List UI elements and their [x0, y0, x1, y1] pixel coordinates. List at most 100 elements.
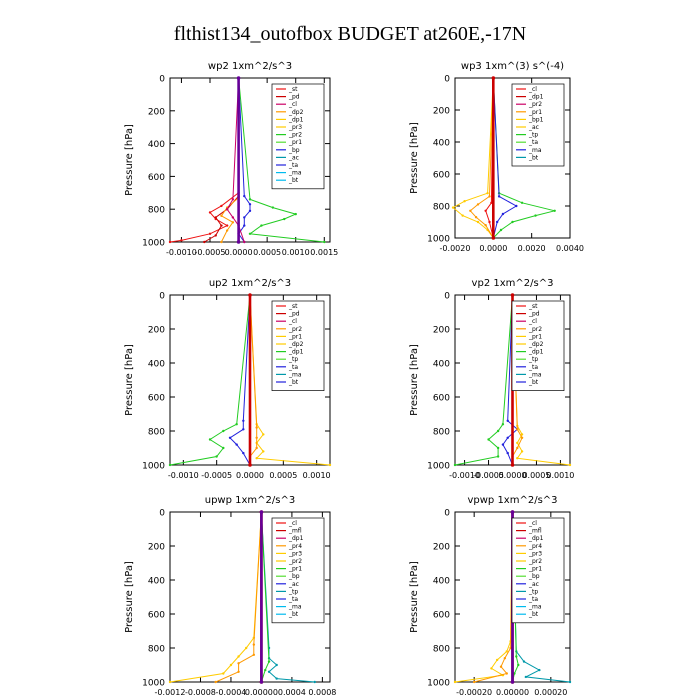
- legend-entry: _bt: [528, 379, 539, 386]
- legend-entry: _ma: [528, 371, 542, 378]
- data-point: [496, 455, 500, 458]
- legend-box: [271, 517, 325, 624]
- legend-entry: _bt: [528, 611, 539, 618]
- x-tick-label: -0.0010: [449, 471, 480, 480]
- x-tick-label: 0.0040: [556, 244, 584, 253]
- data-point: [248, 232, 252, 235]
- series-line: [169, 78, 240, 243]
- y-tick-label: 600: [433, 171, 450, 181]
- series-line: [492, 77, 555, 239]
- data-point: [499, 228, 503, 232]
- y-tick-label: 1000: [142, 462, 165, 472]
- legend-entry: _ma: [288, 170, 302, 177]
- panel-title: up2 1xm^2/s^3: [209, 278, 291, 289]
- y-tick-label: 0: [159, 509, 165, 519]
- data-point: [501, 443, 505, 446]
- legend-entry: _pr2: [288, 132, 302, 139]
- legend-entry: _ac: [528, 124, 539, 131]
- legend-entry: _pr1: [288, 139, 302, 146]
- data-point: [283, 217, 286, 221]
- data-point: [231, 198, 235, 201]
- x-tick-label: 0.0005: [522, 471, 550, 480]
- data-point: [214, 680, 217, 684]
- chart-panel-5: upwp 1xm^2/s^3 Pressure [hPa] 0 200 400 600 80…: [124, 495, 336, 697]
- chart-panel-1: wp2 1xm^2/s^3 Pressure [hPa] 0 200 400 600 800…: [124, 61, 338, 257]
- data-point: [228, 436, 232, 439]
- chart-panel-2: wp3 1xm^(3) s^(-4) Pressure [hPa] 0 200 400 6…: [409, 61, 584, 253]
- legend-entry: _mfl: [288, 528, 302, 535]
- data-point: [242, 419, 245, 422]
- y-tick-label: 0: [444, 292, 450, 302]
- series-line: [454, 294, 513, 466]
- x-tick-label: 0.0008: [308, 688, 336, 697]
- x-tick-label: -0.0008: [185, 688, 216, 697]
- data-point: [237, 670, 240, 673]
- y-tick-label: 800: [148, 428, 165, 438]
- data-point: [236, 240, 241, 244]
- legend-entry: _bp: [288, 147, 300, 154]
- legend-entry: _tp: [528, 588, 538, 595]
- y-axis-label: Pressure [hPa]: [409, 122, 420, 194]
- legend-entry: _pr3: [288, 124, 302, 131]
- data-point: [516, 441, 519, 445]
- y-tick-label: 0: [159, 292, 165, 302]
- x-tick-label: -0.00020: [456, 688, 492, 697]
- series-line: [238, 77, 325, 243]
- data-point: [490, 667, 493, 670]
- legend-entry: _dp1: [288, 535, 304, 542]
- legend-entry: _pr2: [528, 326, 542, 333]
- data-point: [474, 216, 478, 219]
- data-point: [461, 214, 464, 217]
- y-tick-label: 600: [148, 611, 165, 621]
- data-point: [214, 216, 217, 219]
- data-point: [323, 240, 326, 244]
- data-point: [220, 240, 223, 244]
- legend-entry: _dp2: [288, 341, 304, 348]
- data-point: [242, 428, 245, 431]
- x-tick-label: 0.0005: [269, 471, 297, 480]
- data-point: [505, 672, 508, 675]
- legend-entry: _ta: [288, 162, 298, 169]
- x-tick-label: 0.00000: [245, 688, 278, 697]
- data-point: [451, 206, 455, 209]
- legend-box: [511, 83, 565, 167]
- panel-title: upwp 1xm^2/s^3: [205, 495, 295, 506]
- series-line: [492, 77, 518, 239]
- legend-entry: _pd: [288, 94, 300, 101]
- data-point: [509, 646, 512, 650]
- data-point: [248, 463, 252, 467]
- data-point: [517, 663, 520, 667]
- legend-entry: _bt: [288, 611, 299, 618]
- data-point: [255, 457, 258, 460]
- legend-entry: _ma: [528, 147, 542, 154]
- data-point: [524, 675, 528, 679]
- y-tick-label: 400: [433, 360, 450, 370]
- legend-box: [511, 300, 565, 391]
- data-point: [267, 660, 271, 663]
- data-point: [248, 203, 252, 206]
- legend-entry: _tp: [288, 588, 298, 595]
- data-point: [248, 209, 252, 213]
- legend-box: [271, 83, 325, 190]
- series-line: [469, 77, 494, 239]
- data-point: [501, 212, 505, 216]
- legend-entry: _ac: [528, 581, 539, 588]
- data-point: [516, 457, 519, 460]
- data-point: [486, 192, 489, 195]
- y-tick-label: 600: [433, 394, 450, 404]
- data-point: [505, 650, 508, 653]
- x-tick-label: 0.0010: [303, 471, 331, 480]
- legend-entry: _dp2: [528, 341, 544, 348]
- legend-entry: _st: [528, 303, 538, 310]
- y-tick-label: 200: [433, 107, 450, 117]
- legend-entry: _ma: [288, 371, 302, 378]
- panel-title: vpwp 1xm^2/s^3: [467, 495, 557, 506]
- y-tick-label: 1000: [427, 462, 450, 472]
- series-line: [474, 511, 513, 683]
- panel-title: wp3 1xm^(3) s^(-4): [461, 61, 564, 72]
- data-point: [259, 680, 264, 684]
- data-point: [222, 446, 225, 450]
- data-point: [225, 208, 229, 211]
- panel-title: wp2 1xm^2/s^3: [208, 61, 292, 72]
